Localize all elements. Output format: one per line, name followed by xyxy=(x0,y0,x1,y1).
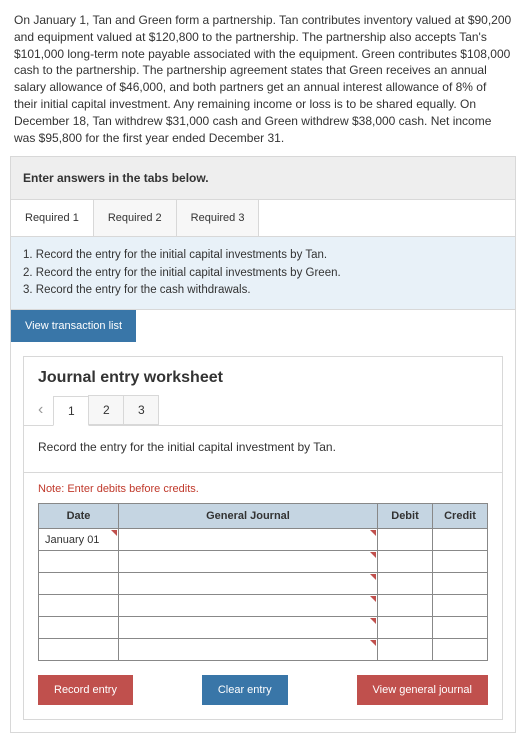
required-tabs: Required 1 Required 2 Required 3 xyxy=(11,200,515,237)
table-row xyxy=(39,551,488,573)
date-cell[interactable] xyxy=(39,551,119,573)
gj-cell[interactable] xyxy=(119,595,378,617)
view-general-journal-button[interactable]: View general journal xyxy=(357,675,488,705)
journal-worksheet: Journal entry worksheet ‹ 1 2 3 Record t… xyxy=(23,356,503,720)
view-transaction-list-button[interactable]: View transaction list xyxy=(11,310,136,342)
table-row: January 01 xyxy=(39,529,488,551)
credit-cell[interactable] xyxy=(433,529,488,551)
credit-cell[interactable] xyxy=(433,639,488,661)
step-tab-3[interactable]: 3 xyxy=(123,395,159,425)
date-cell[interactable] xyxy=(39,617,119,639)
instruction-bar: Enter answers in the tabs below. xyxy=(11,157,515,200)
table-row xyxy=(39,573,488,595)
dropdown-caret-icon xyxy=(370,618,376,624)
date-cell[interactable] xyxy=(39,639,119,661)
credit-cell[interactable] xyxy=(433,551,488,573)
requirements-panel: 1. Record the entry for the initial capi… xyxy=(11,237,515,310)
worksheet-step-tabs: ‹ 1 2 3 xyxy=(24,395,502,426)
date-cell[interactable]: January 01 xyxy=(39,529,119,551)
gj-cell[interactable] xyxy=(119,529,378,551)
button-row: Record entry Clear entry View general jo… xyxy=(24,675,502,719)
debit-cell[interactable] xyxy=(378,639,433,661)
answer-container: Enter answers in the tabs below. Require… xyxy=(10,156,516,733)
journal-table: Date General Journal Debit Credit Januar… xyxy=(38,503,488,661)
col-header-credit: Credit xyxy=(433,504,488,529)
requirement-1: 1. Record the entry for the initial capi… xyxy=(23,247,503,264)
debit-cell[interactable] xyxy=(378,529,433,551)
date-cell[interactable] xyxy=(39,573,119,595)
dropdown-caret-icon xyxy=(111,530,117,536)
problem-statement: On January 1, Tan and Green form a partn… xyxy=(0,0,526,156)
debit-cell[interactable] xyxy=(378,617,433,639)
note-text: Note: Enter debits before credits. xyxy=(24,473,502,503)
table-row xyxy=(39,617,488,639)
clear-entry-button[interactable]: Clear entry xyxy=(202,675,288,705)
requirement-3: 3. Record the entry for the cash withdra… xyxy=(23,282,503,299)
chevron-left-icon[interactable]: ‹ xyxy=(38,395,53,425)
dropdown-caret-icon xyxy=(370,596,376,602)
tab-required-2[interactable]: Required 2 xyxy=(94,200,177,236)
tab-required-3[interactable]: Required 3 xyxy=(177,200,260,236)
entry-description: Record the entry for the initial capital… xyxy=(24,426,502,473)
step-tab-2[interactable]: 2 xyxy=(88,395,124,425)
gj-cell[interactable] xyxy=(119,573,378,595)
credit-cell[interactable] xyxy=(433,617,488,639)
dropdown-caret-icon xyxy=(370,552,376,558)
dropdown-caret-icon xyxy=(370,574,376,580)
record-entry-button[interactable]: Record entry xyxy=(38,675,133,705)
credit-cell[interactable] xyxy=(433,595,488,617)
debit-cell[interactable] xyxy=(378,595,433,617)
requirement-2: 2. Record the entry for the initial capi… xyxy=(23,265,503,282)
table-row xyxy=(39,639,488,661)
step-tab-1[interactable]: 1 xyxy=(53,396,89,426)
gj-cell[interactable] xyxy=(119,617,378,639)
date-cell[interactable] xyxy=(39,595,119,617)
col-header-debit: Debit xyxy=(378,504,433,529)
table-row xyxy=(39,595,488,617)
dropdown-caret-icon xyxy=(370,640,376,646)
col-header-date: Date xyxy=(39,504,119,529)
tab-required-1[interactable]: Required 1 xyxy=(11,200,94,236)
debit-cell[interactable] xyxy=(378,573,433,595)
debit-cell[interactable] xyxy=(378,551,433,573)
col-header-general-journal: General Journal xyxy=(119,504,378,529)
worksheet-title: Journal entry worksheet xyxy=(24,357,502,395)
dropdown-caret-icon xyxy=(370,530,376,536)
gj-cell[interactable] xyxy=(119,551,378,573)
gj-cell[interactable] xyxy=(119,639,378,661)
credit-cell[interactable] xyxy=(433,573,488,595)
